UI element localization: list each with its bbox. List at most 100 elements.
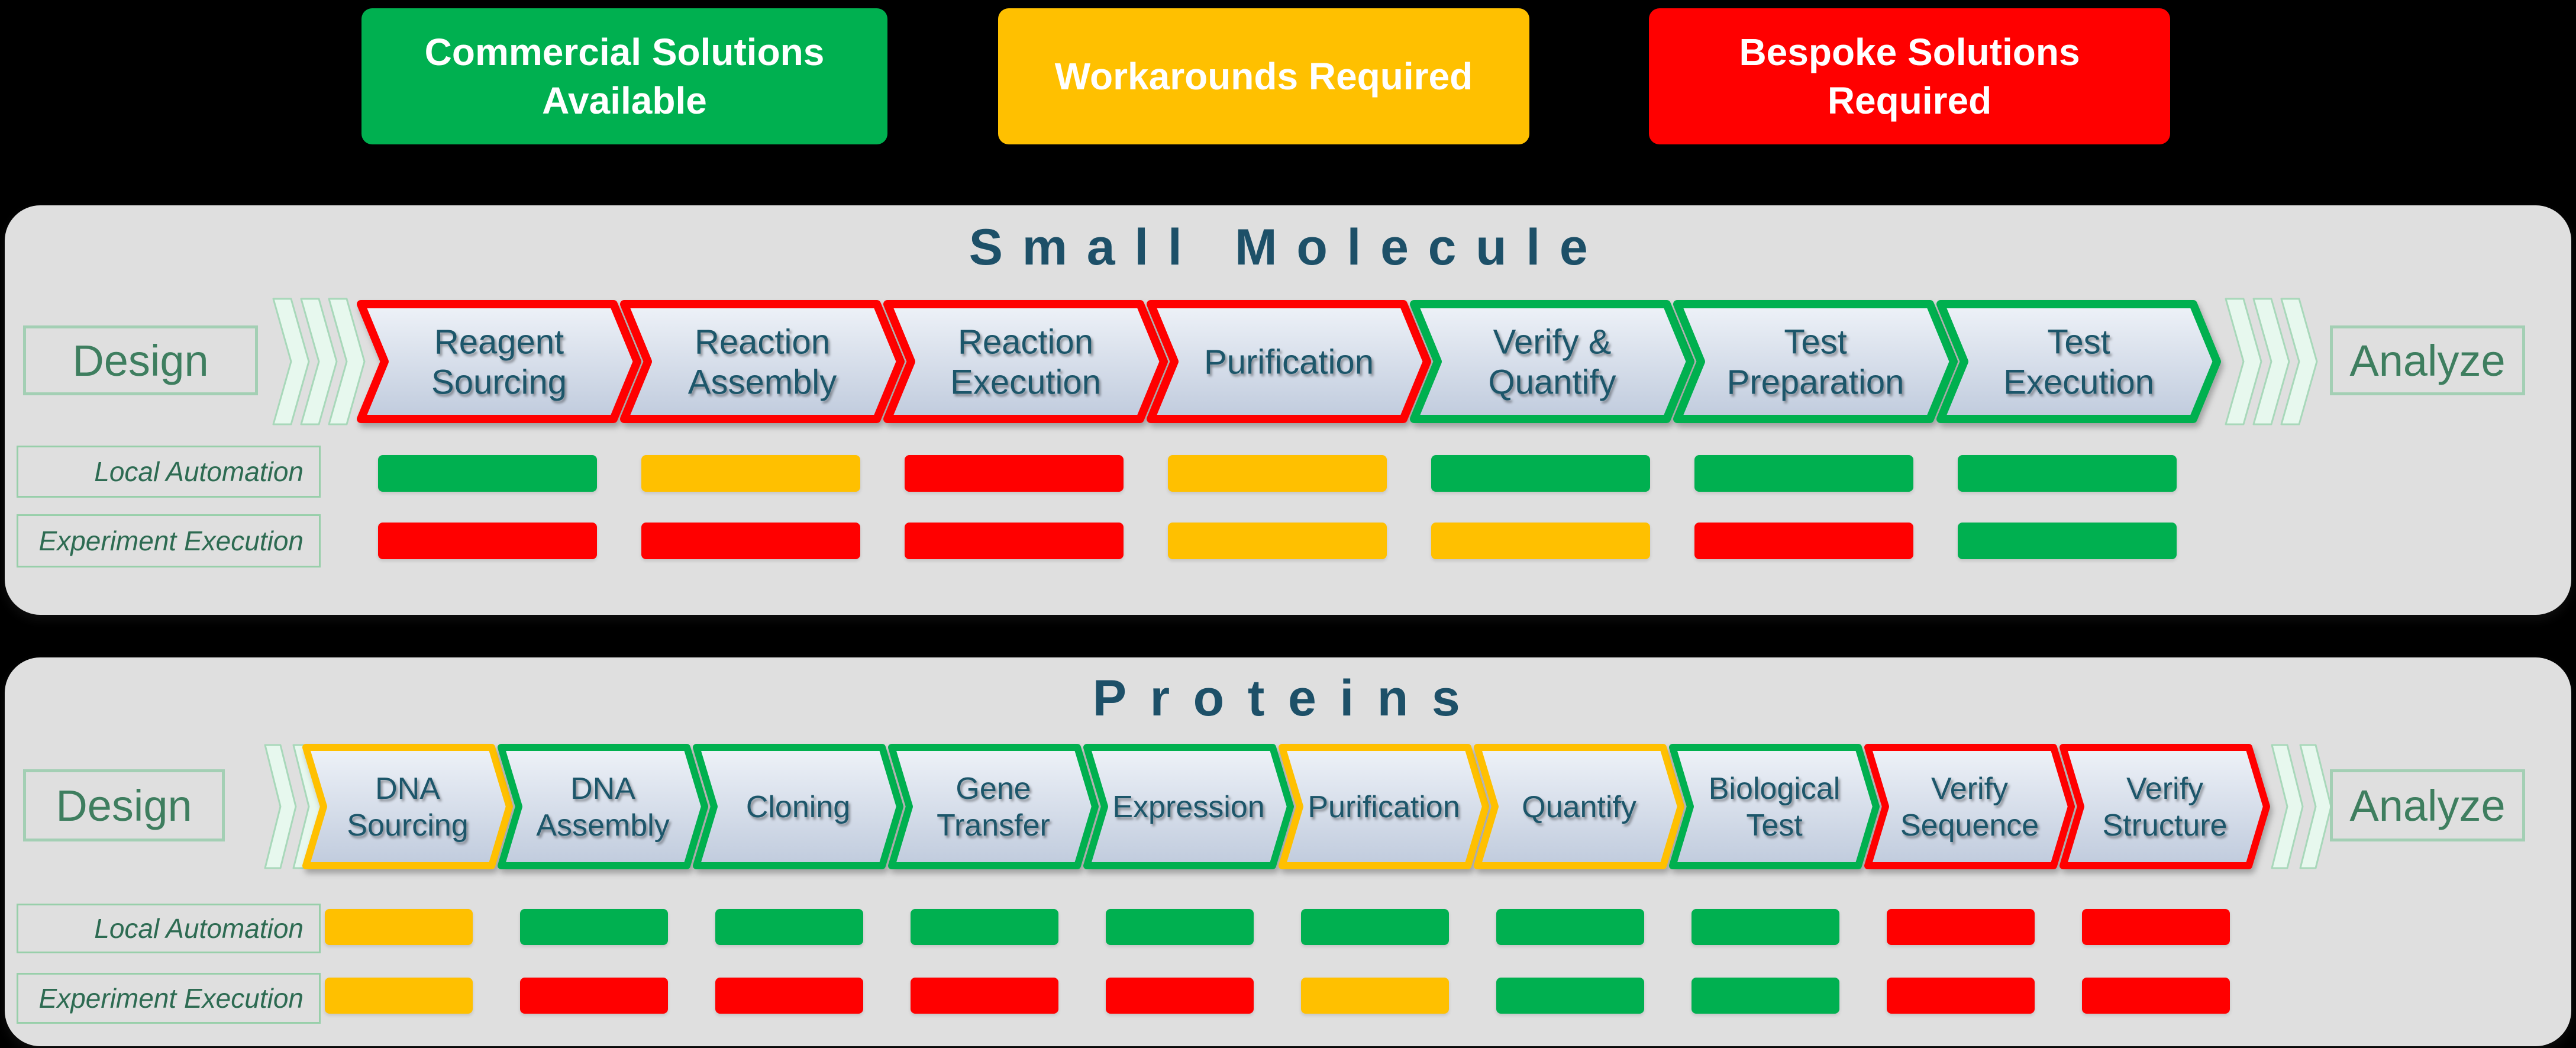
status-bar bbox=[1106, 909, 1254, 945]
status-bar bbox=[2082, 909, 2230, 945]
status-bar bbox=[520, 909, 668, 945]
status-bar bbox=[904, 523, 1124, 559]
stage-chevron bbox=[357, 300, 641, 423]
stage-chevron bbox=[883, 300, 1168, 423]
fast-forward-chevron bbox=[264, 744, 297, 869]
row-label-local-automation: Local Automation bbox=[17, 904, 321, 953]
status-bar bbox=[1301, 909, 1449, 945]
analyze-label: Analyze bbox=[2349, 336, 2506, 385]
stage-chevron bbox=[620, 300, 905, 423]
stage-chevron bbox=[888, 744, 1099, 869]
fast-forward-chevron bbox=[2225, 298, 2262, 425]
stage-label: Biological bbox=[1709, 772, 1841, 806]
status-bar bbox=[911, 909, 1058, 945]
fast-forward-chevron bbox=[2271, 744, 2304, 869]
panel-title: Small Molecule bbox=[969, 219, 1607, 276]
stage-chevron bbox=[2059, 744, 2270, 869]
status-bar bbox=[1691, 978, 1839, 1014]
design-label: Design bbox=[72, 336, 209, 385]
fast-forward-icon bbox=[272, 298, 366, 425]
row-label-text: Experiment Execution bbox=[38, 983, 304, 1014]
legend-label: Bespoke Solutions Required bbox=[1739, 31, 2080, 122]
stage-label: Test bbox=[1784, 323, 1847, 361]
stage-label: Cloning bbox=[746, 790, 850, 824]
fast-forward-chevron bbox=[300, 298, 338, 425]
stage-label: Gene bbox=[955, 772, 1031, 806]
legend-item-workarounds: Workarounds Required bbox=[998, 8, 1529, 144]
status-bar bbox=[1167, 523, 1387, 559]
analyze-stage-box: Analyze bbox=[2330, 769, 2525, 841]
status-bar bbox=[1887, 978, 2035, 1014]
fast-forward-chevron bbox=[328, 298, 366, 425]
row-label-text: Local Automation bbox=[94, 913, 304, 944]
analyze-stage-box: Analyze bbox=[2330, 325, 2525, 395]
panel-title: Proteins bbox=[1092, 670, 1484, 727]
analyze-label: Analyze bbox=[2349, 781, 2506, 830]
stage-label: Assembly bbox=[688, 363, 837, 401]
status-bar bbox=[1887, 909, 2035, 945]
stage-label: Reaction bbox=[958, 323, 1093, 361]
stage-label: Purification bbox=[1204, 343, 1374, 381]
stage-label: Transfer bbox=[937, 808, 1050, 843]
stage-chevron bbox=[693, 744, 903, 869]
stage-chevron bbox=[1673, 300, 1958, 423]
status-bar bbox=[715, 909, 863, 945]
status-bar bbox=[1431, 523, 1650, 559]
stage-chevron bbox=[1410, 300, 1694, 423]
status-bar bbox=[1106, 978, 1254, 1014]
legend-item-bespoke: Bespoke Solutions Required bbox=[1649, 8, 2170, 144]
proteins-panel: Proteins Design DNA Sourcing DNA Assembly Cl… bbox=[5, 657, 2571, 1046]
stage-label: Sequence bbox=[1900, 808, 2039, 843]
status-bar bbox=[1431, 455, 1650, 492]
stage-chevron bbox=[1864, 744, 2075, 869]
stage-label: Test bbox=[2047, 323, 2110, 361]
design-label: Design bbox=[56, 781, 192, 830]
fast-forward-chevron bbox=[2280, 298, 2318, 425]
fast-forward-chevron bbox=[272, 298, 310, 425]
stage-label: Test bbox=[1746, 808, 1803, 843]
fast-forward-icon bbox=[2225, 298, 2318, 425]
row-label-experiment-execution: Experiment Execution bbox=[17, 514, 321, 567]
stage-label: Purification bbox=[1308, 790, 1460, 824]
stage-label: Verify bbox=[2126, 772, 2203, 806]
stage-label: Quantify bbox=[1522, 790, 1636, 824]
fast-forward-chevron bbox=[2252, 298, 2290, 425]
process-chevron-strip: ReagentSourcingReactionAssemblyReactionE… bbox=[357, 300, 2221, 423]
fast-forward-icon bbox=[2271, 744, 2332, 869]
stage-label: Execution bbox=[950, 363, 1101, 401]
small-molecule-panel: Small Molecule Design Reagent Sourcing Rea… bbox=[5, 205, 2571, 615]
status-bar bbox=[1167, 455, 1387, 492]
design-stage-box: Design bbox=[23, 325, 258, 395]
status-bar bbox=[641, 455, 860, 492]
status-bar bbox=[2082, 978, 2230, 1014]
status-bar bbox=[1957, 455, 2177, 492]
status-bar bbox=[1301, 978, 1449, 1014]
status-bar bbox=[911, 978, 1058, 1014]
legend-label: Commercial Solutions Available bbox=[424, 31, 825, 122]
stage-chevron bbox=[498, 744, 708, 869]
status-bar bbox=[1957, 523, 2177, 559]
row-label-experiment-execution: Experiment Execution bbox=[17, 973, 321, 1024]
status-bar bbox=[325, 978, 473, 1014]
stage-label: Verify bbox=[1931, 772, 2008, 806]
status-bar bbox=[1496, 978, 1644, 1014]
stage-label: Structure bbox=[2103, 808, 2228, 843]
stage-chevron bbox=[1669, 744, 1880, 869]
stage-chevron bbox=[302, 744, 513, 869]
stage-label: Verify & bbox=[1493, 323, 1612, 361]
status-bar bbox=[904, 455, 1124, 492]
status-bar bbox=[520, 978, 668, 1014]
stage-label: Preparation bbox=[1727, 363, 1904, 401]
status-bar bbox=[641, 523, 860, 559]
stage-label: Sourcing bbox=[347, 808, 468, 843]
row-label-local-automation: Local Automation bbox=[17, 446, 321, 498]
stage-chevron bbox=[1936, 300, 2221, 423]
stage-label: Sourcing bbox=[431, 363, 567, 401]
stage-label: DNA bbox=[570, 772, 635, 806]
status-bar bbox=[377, 455, 597, 492]
stage-label: Reaction bbox=[695, 323, 830, 361]
fast-forward-chevron bbox=[2299, 744, 2332, 869]
stage-chevron bbox=[1083, 744, 1294, 869]
design-stage-box: Design bbox=[23, 769, 225, 841]
